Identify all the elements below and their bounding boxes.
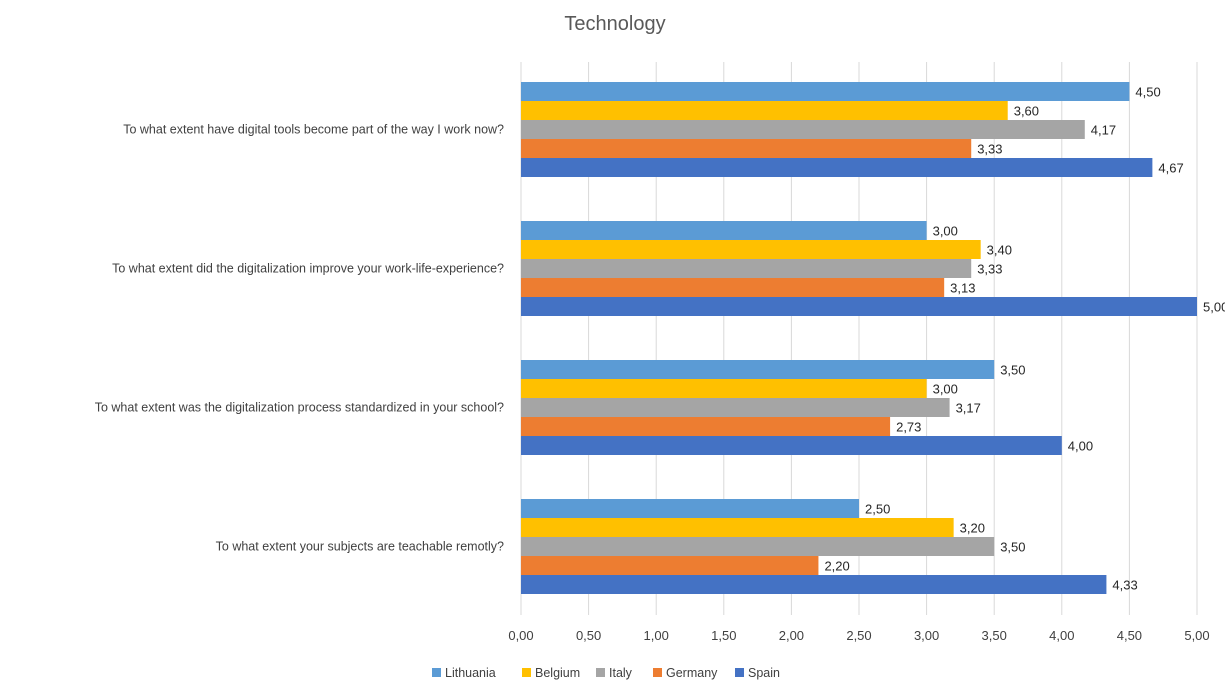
bar-spain: [521, 575, 1107, 594]
legend-item-germany: Germany: [653, 666, 718, 680]
category-label: To what extent have digital tools become…: [123, 123, 504, 137]
x-tick-label: 3,50: [982, 628, 1007, 643]
bar-italy: [521, 120, 1085, 139]
bar-germany: [521, 278, 945, 297]
bar-italy: [521, 537, 995, 556]
data-label: 4,67: [1158, 161, 1183, 176]
x-tick-label: 4,00: [1049, 628, 1074, 643]
chart-title: Technology: [564, 13, 665, 35]
x-tick-label: 0,00: [508, 628, 533, 643]
data-label: 4,17: [1091, 123, 1116, 138]
legend-label: Germany: [666, 666, 718, 680]
x-tick-label: 2,50: [846, 628, 871, 643]
x-tick-label: 3,00: [914, 628, 939, 643]
bar-lithuania: [521, 221, 927, 240]
x-tick-label: 0,50: [576, 628, 601, 643]
bar-germany: [521, 556, 819, 575]
bar-germany: [521, 417, 891, 436]
category-label: To what extent did the digitalization im…: [112, 262, 504, 276]
bar-belgium: [521, 240, 981, 259]
bar-spain: [521, 297, 1197, 316]
legend-swatch: [596, 668, 605, 677]
category-labels: To what extent have digital tools become…: [95, 123, 504, 554]
x-axis-tick-labels: 0,00 0,50 1,00 1,50 2,00 2,50 3,00 3,50 4,00 4,50…: [508, 628, 1209, 643]
legend-swatch: [522, 668, 531, 677]
data-label: 3,40: [987, 243, 1012, 258]
legend: Lithuania Belgium Italy Germany Spain: [432, 666, 780, 680]
data-label: 5,00: [1203, 300, 1225, 315]
x-tick-label: 5,00: [1184, 628, 1209, 643]
x-tick-label: 1,50: [711, 628, 736, 643]
legend-item-belgium: Belgium: [522, 666, 580, 680]
bars: [521, 82, 1197, 594]
data-label: 3,20: [960, 521, 985, 536]
legend-label: Italy: [609, 666, 633, 680]
bar-spain: [521, 158, 1153, 177]
data-label: 3,13: [950, 281, 975, 296]
legend-swatch: [432, 668, 441, 677]
data-label: 4,00: [1068, 439, 1093, 454]
data-label: 2,73: [896, 420, 921, 435]
data-label: 3,00: [933, 224, 958, 239]
x-tick-label: 1,00: [644, 628, 669, 643]
bar-belgium: [521, 101, 1008, 120]
legend-label: Lithuania: [445, 666, 496, 680]
bar-italy: [521, 398, 950, 417]
x-tick-label: 4,50: [1117, 628, 1142, 643]
category-label: To what extent was the digitalization pr…: [95, 401, 504, 415]
legend-item-lithuania: Lithuania: [432, 666, 496, 680]
bar-lithuania: [521, 360, 995, 379]
bar-germany: [521, 139, 972, 158]
legend-swatch: [735, 668, 744, 677]
legend-swatch: [653, 668, 662, 677]
x-tick-label: 2,00: [779, 628, 804, 643]
data-label: 2,20: [824, 559, 849, 574]
data-label: 4,50: [1135, 85, 1160, 100]
bar-italy: [521, 259, 972, 278]
legend-label: Spain: [748, 666, 780, 680]
data-label: 3,50: [1000, 540, 1025, 555]
bar-lithuania: [521, 82, 1130, 101]
data-label: 2,50: [865, 502, 890, 517]
bar-lithuania: [521, 499, 859, 518]
bar-belgium: [521, 379, 927, 398]
data-label: 4,33: [1112, 578, 1137, 593]
legend-item-spain: Spain: [735, 666, 780, 680]
category-label: To what extent your subjects are teachab…: [216, 540, 504, 554]
legend-label: Belgium: [535, 666, 580, 680]
legend-item-italy: Italy: [596, 666, 633, 680]
bar-spain: [521, 436, 1062, 455]
data-label: 3,33: [977, 262, 1002, 277]
bar-belgium: [521, 518, 954, 537]
data-label: 3,00: [933, 382, 958, 397]
data-label: 3,50: [1000, 363, 1025, 378]
data-labels: 4,503,604,173,334,673,003,403,333,135,00…: [824, 85, 1225, 593]
data-label: 3,33: [977, 142, 1002, 157]
data-label: 3,60: [1014, 104, 1039, 119]
data-label: 3,17: [956, 401, 981, 416]
